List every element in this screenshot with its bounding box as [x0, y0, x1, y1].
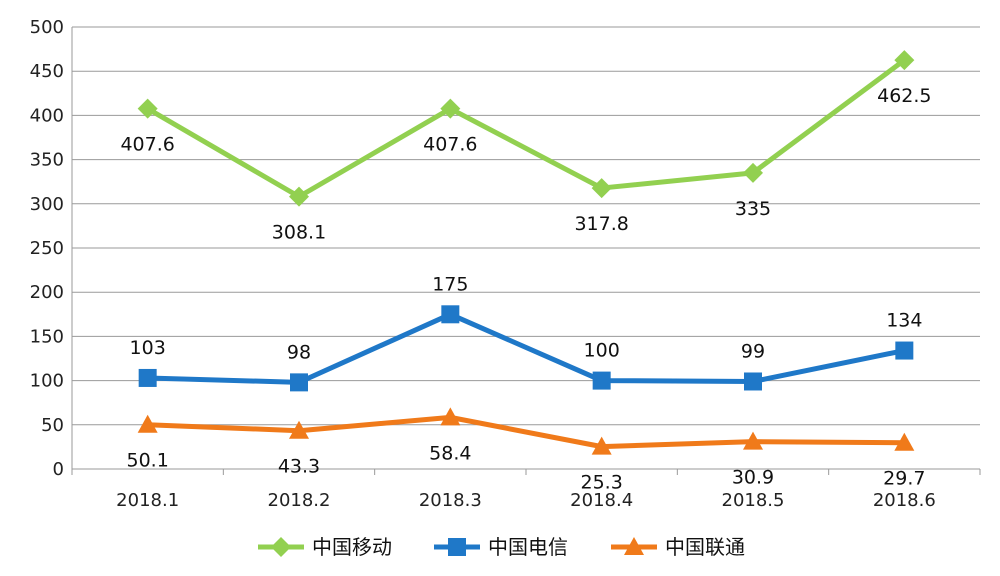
data-point	[441, 305, 460, 324]
y-tick-label: 300	[30, 194, 64, 215]
data-label: 335	[735, 198, 771, 220]
series-line	[145, 57, 907, 200]
data-point	[137, 98, 158, 119]
data-point	[440, 98, 461, 119]
data-label: 134	[886, 310, 922, 332]
series-1	[137, 50, 915, 207]
legend-label: 中国联通	[665, 535, 745, 559]
data-label: 25.3	[581, 472, 623, 494]
data-point	[440, 407, 461, 426]
data-point	[895, 341, 914, 360]
data-point	[592, 371, 611, 390]
y-tick-label: 200	[30, 282, 64, 303]
data-point	[137, 414, 158, 433]
data-point	[289, 186, 309, 207]
data-point	[743, 431, 763, 450]
data-label: 98	[287, 341, 311, 363]
data-point	[744, 372, 762, 391]
x-tick-label: 2018.3	[419, 490, 482, 511]
data-label: 50.1	[127, 450, 169, 472]
legend-marker	[271, 537, 291, 557]
data-label: 58.4	[429, 442, 471, 464]
data-point	[591, 436, 612, 455]
data-point	[743, 162, 763, 183]
data-point	[894, 50, 915, 71]
data-label: 100	[584, 340, 620, 362]
y-tick-label: 400	[30, 105, 64, 126]
data-point	[591, 178, 612, 199]
y-tick-label: 50	[41, 415, 64, 436]
data-label: 175	[432, 273, 468, 295]
data-label: 99	[741, 340, 765, 362]
series-3	[137, 407, 915, 455]
data-label: 308.1	[272, 222, 326, 244]
series-2	[138, 305, 914, 392]
y-tick-label: 150	[30, 326, 64, 347]
x-tick-label: 2018.4	[570, 490, 633, 511]
y-tick-label: 250	[30, 238, 64, 259]
y-tick-label: 100	[30, 371, 64, 392]
legend-marker	[624, 537, 644, 555]
data-label: 43.3	[278, 456, 320, 478]
legend-marker	[448, 538, 466, 556]
y-tick-label: 450	[30, 61, 64, 82]
y-tick-label: 350	[30, 150, 64, 171]
axes: 0 50 100 150 200 250 300 350 400 450 500 2018.1 2018…	[30, 17, 981, 511]
data-point	[138, 368, 157, 387]
x-tick-label: 2018.6	[873, 490, 936, 511]
data-label: 29.7	[883, 468, 925, 490]
data-label: 407.6	[120, 134, 174, 156]
series-line	[145, 311, 907, 385]
x-tick-label: 2018.2	[268, 490, 331, 511]
data-point	[894, 432, 915, 451]
data-label: 462.5	[877, 85, 931, 107]
y-tick-label: 500	[30, 17, 64, 38]
x-tick-label: 2018.1	[116, 490, 179, 511]
data-label: 103	[130, 337, 166, 359]
legend-label: 中国移动	[312, 535, 392, 559]
data-point	[290, 373, 308, 392]
legend: 中国移动 中国电信 中国联通	[258, 535, 745, 559]
legend-label: 中国电信	[488, 535, 568, 559]
x-tick-label: 2018.5	[722, 490, 785, 511]
data-labels: 407.6 308.1 407.6 317.8 335 462.5 103 98 175 100 9…	[120, 85, 931, 493]
data-label: 317.8	[574, 213, 628, 235]
data-point	[289, 420, 309, 439]
y-tick-label: 0	[53, 459, 64, 480]
series-line	[145, 414, 907, 450]
data-label: 407.6	[423, 134, 477, 156]
legend-item: 中国移动	[258, 535, 392, 559]
legend-item: 中国联通	[611, 535, 745, 559]
data-label: 30.9	[732, 467, 774, 489]
legend-item: 中国电信	[434, 535, 568, 559]
series-lines	[137, 50, 915, 455]
